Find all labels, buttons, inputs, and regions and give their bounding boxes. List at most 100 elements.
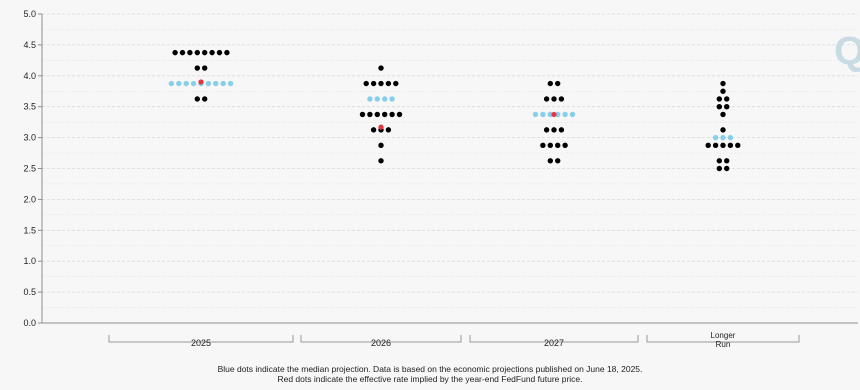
participant-dot: [558, 127, 565, 133]
y-tick-label: 2.5: [23, 164, 36, 174]
caption-implied-note: Red dots indicate the effective rate imp…: [277, 374, 583, 384]
category-label: 2027: [544, 338, 564, 348]
median-dot: [382, 96, 388, 102]
category-bracket: [108, 335, 294, 343]
participant-dot: [724, 104, 730, 110]
participant-dot: [378, 142, 384, 149]
y-tick-label: 3.5: [23, 102, 36, 112]
participant-dot: [202, 49, 208, 56]
participant-dot: [716, 96, 722, 102]
participant-dot: [194, 96, 200, 102]
plot-area: 0.0 0.5 1.0 1.5 2.0 2.5 3.0 3.5 4.0 4.5 5.0 2025 202…: [23, 9, 858, 349]
median-dot: [168, 80, 175, 87]
participant-dot: [735, 142, 741, 149]
participant-dot: [716, 165, 722, 172]
participant-dot: [562, 142, 568, 149]
participant-dot: [724, 96, 730, 102]
participant-dot: [705, 142, 711, 149]
participant-dot: [716, 158, 722, 164]
participant-dot: [720, 80, 726, 87]
participant-dot: [720, 127, 726, 133]
implied-rate-dot: [378, 124, 384, 130]
y-tick-label: 0.5: [23, 287, 36, 297]
participant-dot: [547, 80, 553, 87]
participant-dot: [172, 49, 178, 56]
median-dot: [569, 111, 576, 118]
category-bracket: [646, 335, 800, 343]
y-tick-label: 2.0: [23, 194, 36, 204]
participant-dot: [194, 65, 200, 71]
participant-dot: [216, 49, 223, 56]
participant-dot: [194, 49, 200, 56]
median-dot: [205, 80, 212, 87]
participant-dot: [374, 111, 380, 118]
participant-dot: [209, 49, 215, 56]
median-dot: [367, 96, 373, 102]
median-dot: [540, 111, 546, 118]
participant-dot: [543, 127, 550, 133]
median-dot: [190, 80, 197, 87]
participant-dot: [396, 111, 403, 118]
watermark-logo: Q: [830, 30, 860, 80]
participant-dot: [393, 80, 399, 87]
participant-dot: [385, 80, 392, 87]
category-bracket: [300, 335, 462, 343]
median-dot: [532, 111, 539, 118]
participant-dot: [382, 111, 388, 118]
y-tick-label: 1.5: [23, 225, 36, 235]
median-dot: [220, 80, 226, 87]
participant-dot: [370, 80, 377, 87]
watermark-svg: Q: [834, 30, 860, 73]
median-dot: [727, 134, 734, 141]
participant-dot: [547, 158, 553, 164]
participant-dot: [187, 49, 193, 56]
implied-rate-dot: [551, 111, 557, 118]
category-label: 2026: [371, 338, 391, 348]
participant-dot: [724, 165, 730, 172]
median-dot: [213, 80, 219, 87]
participant-dot: [359, 111, 366, 118]
participant-dot: [716, 104, 722, 110]
participant-dot: [389, 111, 395, 118]
median-dot: [562, 111, 568, 118]
participant-dot: [378, 158, 384, 164]
participant-dot: [558, 96, 565, 102]
y-tick-label: 3.0: [23, 133, 36, 143]
y-tick-label: 4.0: [23, 71, 36, 81]
participant-dot: [179, 49, 186, 56]
caption-median-note: Blue dots indicate the median projection…: [217, 364, 643, 374]
participant-dot: [720, 142, 726, 149]
median-dot: [374, 96, 380, 102]
participant-dot: [363, 80, 369, 87]
participant-dot: [555, 158, 561, 164]
participant-dot: [555, 80, 561, 87]
category-bracket: [469, 335, 639, 343]
median-dot: [227, 80, 234, 87]
participant-dot: [202, 65, 208, 71]
y-tick-label: 1.0: [23, 256, 36, 266]
participant-dot: [724, 158, 730, 164]
median-dot: [176, 80, 182, 87]
participant-dot: [547, 142, 553, 149]
participant-dot: [370, 127, 377, 133]
participant-dot: [202, 96, 208, 102]
y-tick-label: 4.5: [23, 40, 36, 50]
participant-dot: [224, 49, 230, 56]
participant-dot: [727, 142, 734, 149]
median-dot: [547, 111, 553, 118]
category-label: 2025: [191, 338, 211, 348]
participant-dot: [720, 111, 726, 118]
median-dot: [389, 96, 395, 102]
participant-dot: [367, 111, 373, 118]
participant-dot: [385, 127, 392, 133]
implied-rate-dot: [198, 79, 204, 85]
y-tick-label: 0.0: [23, 318, 36, 328]
participant-dot: [555, 142, 561, 149]
participant-dot: [712, 142, 719, 149]
median-dot: [555, 111, 561, 118]
participant-dot: [551, 127, 557, 133]
participant-dot: [540, 142, 546, 149]
median-dot: [720, 134, 726, 141]
participant-dot: [378, 80, 384, 87]
